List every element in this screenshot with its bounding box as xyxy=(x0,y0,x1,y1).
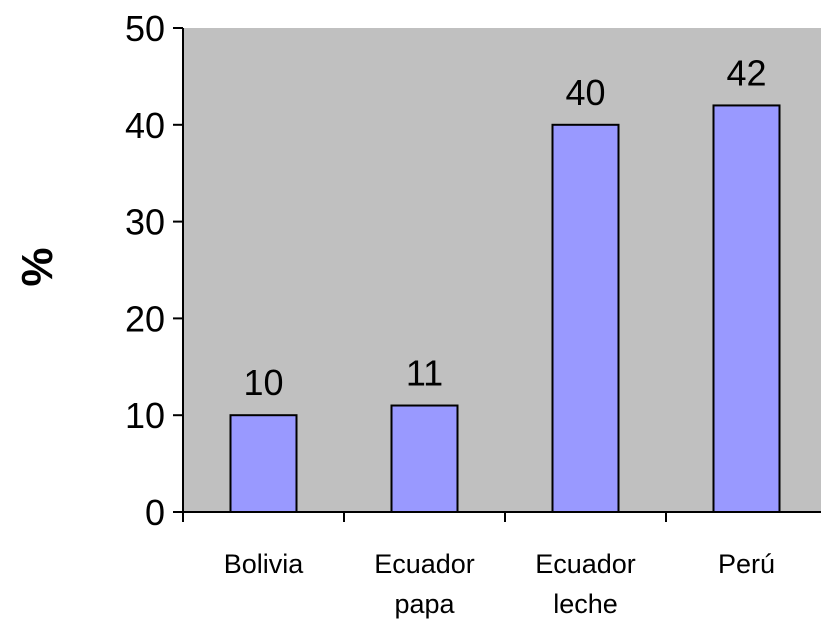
x-ticks-group xyxy=(182,512,667,522)
category-label: leche xyxy=(553,589,618,619)
y-tick-label: 10 xyxy=(125,395,165,436)
y-ticks-group: 0 10 20 30 40 50 xyxy=(125,8,183,533)
bar xyxy=(390,404,459,513)
y-axis-label: % xyxy=(13,247,62,286)
bar xyxy=(229,414,298,514)
data-label: 10 xyxy=(243,362,283,403)
data-label: 11 xyxy=(406,353,443,394)
category-label: Ecuador xyxy=(535,549,636,579)
y-tick-label: 20 xyxy=(125,298,165,339)
category-label: Ecuador xyxy=(374,549,475,579)
category-label: Bolivia xyxy=(224,549,305,579)
bar xyxy=(551,123,620,514)
bars-group xyxy=(229,104,781,514)
category-label: papa xyxy=(394,589,455,619)
y-tick-label: 40 xyxy=(125,105,165,146)
data-label: 42 xyxy=(726,52,766,93)
y-tick-label: 50 xyxy=(125,8,165,49)
bar xyxy=(712,104,781,513)
y-tick-label: 0 xyxy=(145,492,165,533)
data-labels-group: 10 11 40 42 xyxy=(243,52,766,403)
data-label: 40 xyxy=(565,72,605,113)
y-tick-label: 30 xyxy=(125,202,165,243)
category-labels-group: Bolivia Ecuador papa Ecuador leche Perú xyxy=(224,549,775,619)
category-label: Perú xyxy=(718,549,775,579)
